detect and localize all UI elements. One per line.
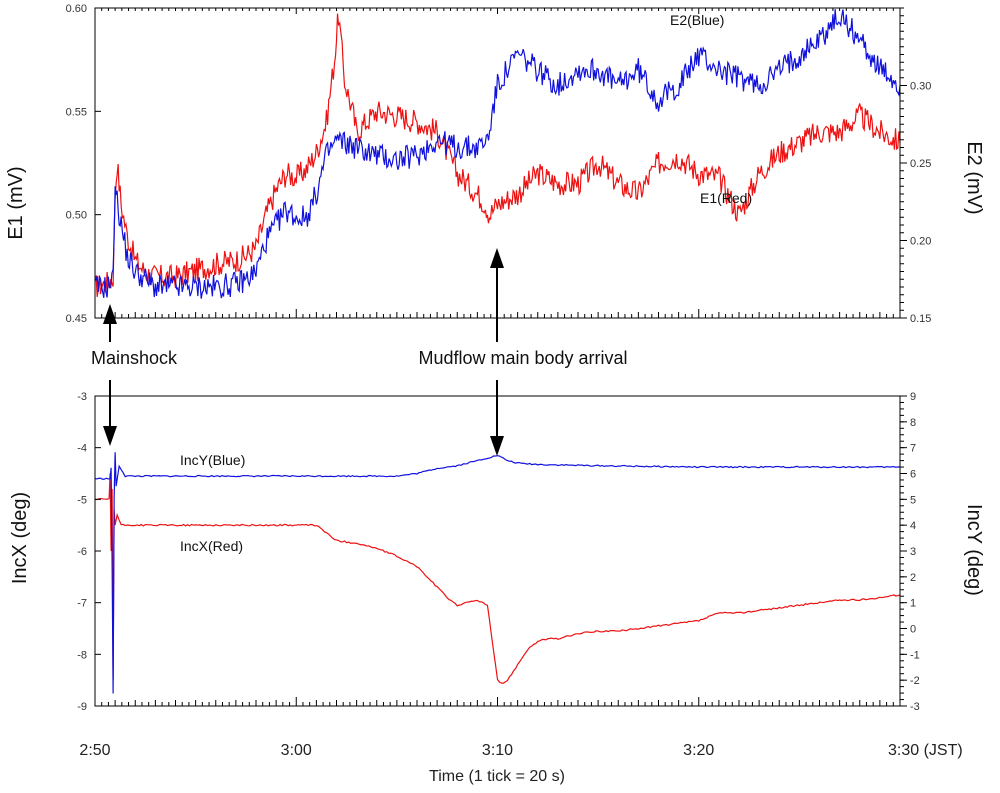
bottom-right-tick-label: 4: [910, 520, 916, 532]
bottom-right-tick-label: 1: [910, 598, 916, 610]
top-panel: 0.45 0.50 0.55 0.60 0.15 0.20 0.25 0.30 E2(Blu…: [5, 3, 985, 325]
mudflow-arrowhead-down: [490, 436, 504, 456]
bottom-x-axis: 2:50 3:00 3:10 3:20 3:30 (JST): [79, 697, 963, 759]
bottom-left-tick-label: -7: [77, 598, 87, 610]
bottom-right-tick-label: 2: [910, 572, 916, 584]
event-annotations: Mainshock Mudflow main body arrival: [91, 248, 628, 456]
bottom-right-tick-label: 7: [910, 443, 916, 455]
top-left-axis: 0.45 0.50 0.55 0.60: [66, 3, 101, 325]
bottom-right-tick-label: 9: [910, 391, 916, 403]
incy-axis-title: IncY (deg): [963, 504, 985, 596]
top-left-tick-label: 0.55: [66, 106, 87, 118]
bottom-x-tick-label: 3:20: [683, 742, 714, 759]
top-left-tick-label: 0.50: [66, 210, 87, 222]
top-right-tick-label: 0.25: [910, 158, 931, 170]
mainshock-arrowhead-up: [103, 304, 117, 324]
top-left-tick-label: 0.45: [66, 313, 87, 325]
e2-axis-title: E2 (mV): [963, 141, 985, 214]
bottom-x-tick-label: 3:00: [281, 742, 312, 759]
mudflow-arrowhead-up: [490, 248, 504, 268]
e1-axis-title: E1 (mV): [5, 166, 27, 239]
top-right-tick-label: 0.20: [910, 236, 931, 248]
bottom-left-axis: -9 -8 -7 -6 -5 -4 -3: [77, 391, 101, 713]
incy-blue-line: [94, 452, 901, 694]
bottom-x-tick-label: 3:30 (JST): [888, 742, 963, 759]
bottom-left-tick-label: -9: [77, 701, 87, 713]
top-right-tick-label: 0.30: [910, 81, 931, 93]
mainshock-arrowhead-down: [103, 426, 117, 446]
bottom-right-tick-label: -3: [910, 701, 920, 713]
bottom-left-tick-label: -4: [77, 443, 87, 455]
top-left-tick-label: 0.60: [66, 3, 87, 15]
bottom-right-tick-label: 0: [910, 624, 916, 636]
mainshock-label: Mainshock: [91, 348, 178, 368]
e2-series-label: E2(Blue): [670, 12, 724, 28]
bottom-right-tick-label: 5: [910, 494, 916, 506]
bottom-right-tick-label: -1: [910, 649, 920, 661]
bottom-right-tick-label: 3: [910, 546, 916, 558]
bottom-left-tick-label: -3: [77, 391, 87, 403]
e2-blue-line: [94, 9, 901, 299]
bottom-right-axis: -3 -2 -1 0 1 2 3 4 5 6 7 8 9: [900, 391, 920, 713]
top-right-axis: 0.15 0.20 0.25 0.30: [900, 7, 931, 325]
bottom-right-tick-label: 8: [910, 417, 916, 429]
bottom-left-tick-label: -5: [77, 494, 87, 506]
bottom-right-tick-label: 6: [910, 469, 916, 481]
bottom-right-tick-label: -2: [910, 675, 920, 687]
bottom-x-tick-label: 3:10: [482, 742, 513, 759]
e1-series-label: E1(Red): [700, 190, 752, 206]
incx-red-line: [94, 473, 901, 684]
e1-red-line: [94, 13, 901, 297]
mudflow-arrival-label: Mudflow main body arrival: [418, 348, 627, 368]
bottom-left-tick-label: -6: [77, 546, 87, 558]
bottom-panel: -9 -8 -7 -6 -5 -4 -3 -3 -2 -1 0 1 2 3 4 5 6 7 8 9 2:50 3:00…: [9, 391, 985, 785]
incx-series-label: IncX(Red): [180, 538, 243, 554]
bottom-left-tick-label: -8: [77, 649, 87, 661]
incx-axis-title: IncX (deg): [9, 492, 31, 584]
bottom-x-tick-label: 2:50: [79, 742, 110, 759]
incy-series-label: IncY(Blue): [180, 452, 245, 468]
x-axis-title: Time (1 tick = 20 s): [429, 768, 565, 785]
top-right-tick-label: 0.15: [910, 313, 931, 325]
